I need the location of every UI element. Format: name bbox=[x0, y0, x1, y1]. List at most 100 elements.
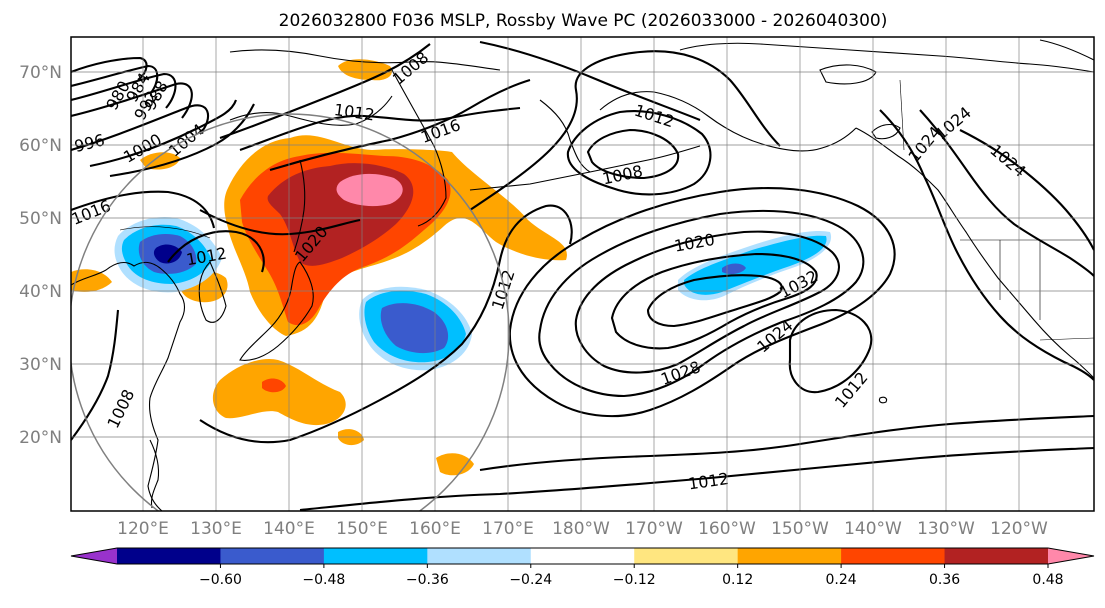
colorbar-tick-label: 0.48 bbox=[1032, 572, 1063, 588]
positive-anomaly-china-blob bbox=[71, 269, 112, 292]
coast-hawaii bbox=[878, 396, 888, 404]
latitude-labels: 70°N 60°N 50°N 40°N 30°N 20°N bbox=[19, 63, 62, 448]
colorbar: −0.60 −0.48 −0.36 −0.24 −0.12 0.12 0.24 0.36 0.4… bbox=[70, 547, 1095, 588]
border-us-mexico bbox=[1039, 337, 1094, 341]
positive-anomaly-siberia-blob bbox=[140, 152, 180, 170]
coast-na-islands bbox=[871, 123, 901, 140]
isobar-992 bbox=[71, 82, 193, 119]
isobar-1016-high-outer bbox=[299, 446, 1094, 511]
lon-label-150w: 150°W bbox=[771, 519, 829, 539]
lon-label-130w: 130°W bbox=[917, 519, 975, 539]
isobar-1008-arctic bbox=[219, 43, 431, 139]
graticule bbox=[71, 37, 1094, 511]
border-russia-china bbox=[119, 226, 211, 239]
colorbar-segment bbox=[530, 548, 635, 564]
lon-label-150e: 150°E bbox=[336, 519, 388, 539]
lon-label-180: 180°W bbox=[552, 519, 610, 539]
colorbar-ticks: −0.60 −0.48 −0.36 −0.24 −0.12 0.12 0.24 0.36 0.4… bbox=[199, 564, 1064, 588]
coast-okhotsk-north bbox=[229, 95, 393, 126]
border-us-states bbox=[999, 240, 1041, 320]
isobar-1016-mid bbox=[469, 50, 781, 211]
isobar-1024-east bbox=[919, 109, 1094, 277]
lon-label-170w: 170°W bbox=[625, 519, 683, 539]
isobar-1000 bbox=[89, 99, 237, 168]
lon-label-170e: 170°E bbox=[482, 519, 534, 539]
lon-label-160e: 160°E bbox=[409, 519, 461, 539]
lat-label-60n: 60°N bbox=[19, 136, 62, 156]
isobars bbox=[71, 40, 1094, 511]
lon-label-160w: 160°W bbox=[698, 519, 756, 539]
isobar-1012-north bbox=[239, 106, 521, 151]
isobar-1020-west bbox=[199, 209, 361, 236]
positive-anomaly-subtropics-024 bbox=[212, 358, 346, 426]
lon-label-140e: 140°E bbox=[263, 519, 315, 539]
isobar-1008-south bbox=[71, 309, 120, 441]
lon-label-120w: 120°W bbox=[990, 519, 1048, 539]
isobar-984 bbox=[71, 64, 159, 95]
colorbar-tick-label: −0.24 bbox=[509, 572, 552, 588]
longitude-labels: 120°E 130°E 140°E 150°E 160°E 170°E 180°… bbox=[117, 519, 1048, 539]
negative-anomaly-east-japan-048 bbox=[380, 303, 449, 354]
coast-philippines bbox=[149, 439, 160, 509]
map-area: 980 984 988 992 996 1000 1004 1008 1008 … bbox=[70, 36, 1095, 512]
colorbar-tick-label: −0.60 bbox=[199, 572, 242, 588]
lon-label-140w: 140°W bbox=[844, 519, 902, 539]
isobar-1016-north bbox=[269, 78, 531, 172]
isobar-1016-sw bbox=[71, 190, 216, 229]
colorbar-segment bbox=[737, 548, 842, 564]
isobar-1020-high bbox=[538, 209, 865, 398]
positive-anomaly-okhotsk-060 bbox=[336, 173, 403, 207]
colorbar-extend-low bbox=[71, 548, 117, 564]
isobar-1012-east-low bbox=[788, 308, 873, 394]
colorbar-tick-label: −0.12 bbox=[613, 572, 656, 588]
coast-greenland-edge bbox=[1039, 39, 1094, 61]
isobar-1020-east bbox=[879, 109, 1094, 381]
negative-anomaly-shading bbox=[114, 216, 832, 371]
coast-arctic-na bbox=[679, 42, 1094, 73]
colorbar-segment bbox=[220, 548, 325, 564]
colorbar-tick-label: −0.36 bbox=[406, 572, 449, 588]
isobar-1016-high bbox=[508, 187, 896, 418]
map-frame bbox=[70, 36, 1095, 512]
colorbar-segment bbox=[323, 548, 428, 564]
coast-bering bbox=[539, 99, 591, 173]
positive-anomaly-subtropics-036 bbox=[262, 378, 286, 393]
negative-anomaly-ne-china-060 bbox=[153, 244, 182, 264]
colorbar-segment bbox=[841, 548, 946, 564]
political-borders bbox=[119, 79, 1094, 341]
isobar-1012-japan bbox=[167, 230, 265, 273]
lat-label-70n: 70°N bbox=[19, 63, 62, 83]
colorbar-segment bbox=[944, 548, 1049, 564]
colorbar-segment bbox=[634, 548, 739, 564]
isobar-1012-aleutian bbox=[566, 110, 712, 196]
isobar-1012-subtropic bbox=[199, 204, 573, 444]
lon-label-120e: 120°E bbox=[117, 519, 169, 539]
colorbar-outline bbox=[70, 547, 1095, 565]
colorbar-segment bbox=[427, 548, 532, 564]
reference-circle bbox=[71, 113, 510, 511]
colorbar-tick-label: 0.36 bbox=[929, 572, 960, 588]
coast-siberia-arctic bbox=[229, 49, 501, 71]
coast-na-west bbox=[855, 127, 1094, 379]
lat-label-30n: 30°N bbox=[19, 355, 62, 375]
colorbar-segment bbox=[117, 548, 221, 564]
coast-alaska bbox=[599, 91, 857, 152]
negative-anomaly-central-pacific-036 bbox=[684, 235, 827, 295]
isobar-988 bbox=[71, 72, 177, 109]
negative-anomaly-central-pacific-048 bbox=[722, 263, 746, 275]
map-background bbox=[71, 37, 1094, 511]
isobar-1028-high bbox=[610, 252, 818, 350]
colorbar-segments bbox=[71, 548, 1094, 564]
isobar-1024-high bbox=[574, 230, 840, 374]
isobar-1004 bbox=[109, 103, 255, 178]
positive-anomaly-marshall bbox=[436, 453, 474, 476]
isobar-1032-high bbox=[646, 274, 783, 328]
isobar-1008-aleutian bbox=[586, 128, 680, 180]
lat-label-20n: 20°N bbox=[19, 428, 62, 448]
map-title: 2026032800 F036 MSLP, Rossby Wave PC (20… bbox=[279, 11, 888, 31]
lat-label-40n: 40°N bbox=[19, 282, 62, 302]
isobar-1024-rockies bbox=[959, 129, 1094, 251]
coast-japan bbox=[239, 261, 314, 361]
colorbar-extend-high bbox=[1048, 548, 1094, 564]
